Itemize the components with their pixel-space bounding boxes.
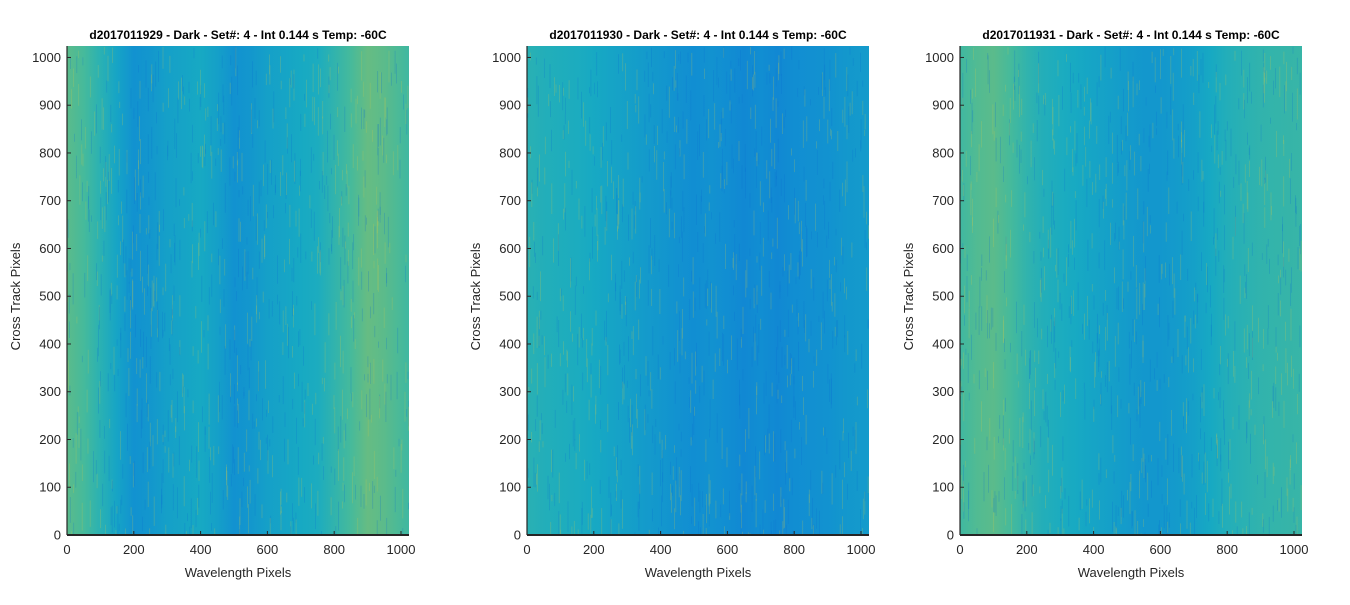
heatmap-noise — [67, 46, 409, 535]
heatmap-noise — [527, 46, 869, 535]
x-tick-label: 400 — [1083, 542, 1105, 557]
y-tick-label: 300 — [39, 384, 61, 399]
x-tick-label: 400 — [190, 542, 212, 557]
chart-title: d2017011929 - Dark - Set#: 4 - Int 0.144… — [89, 28, 387, 42]
y-tick-label: 800 — [39, 146, 61, 161]
x-tick-label: 1000 — [387, 542, 416, 557]
x-tick-label: 1000 — [1280, 542, 1309, 557]
y-axis-label: Cross Track Pixels — [468, 242, 483, 350]
y-tick-label: 1000 — [925, 50, 954, 65]
x-axis-label: Wavelength Pixels — [645, 565, 752, 580]
x-axis-label: Wavelength Pixels — [185, 565, 292, 580]
chart-panel-1: d2017011929 - Dark - Set#: 4 - Int 0.144… — [8, 28, 415, 580]
heatmap-image — [527, 46, 869, 535]
x-tick-label: 800 — [1216, 542, 1238, 557]
y-tick-label: 100 — [499, 480, 521, 495]
y-tick-label: 600 — [932, 241, 954, 256]
x-tick-label: 200 — [583, 542, 605, 557]
y-tick-label: 300 — [932, 384, 954, 399]
y-tick-label: 700 — [932, 193, 954, 208]
y-tick-label: 200 — [932, 432, 954, 447]
heatmap-image — [960, 46, 1302, 535]
y-tick-label: 300 — [499, 384, 521, 399]
y-axis-label: Cross Track Pixels — [8, 242, 23, 350]
x-tick-label: 200 — [123, 542, 145, 557]
x-tick-label: 200 — [1016, 542, 1038, 557]
chart-title: d2017011930 - Dark - Set#: 4 - Int 0.144… — [549, 28, 847, 42]
x-tick-label: 600 — [717, 542, 739, 557]
y-tick-label: 1000 — [492, 50, 521, 65]
heatmap-image — [67, 46, 409, 535]
y-tick-label: 700 — [39, 193, 61, 208]
y-tick-label: 100 — [932, 480, 954, 495]
y-tick-label: 800 — [932, 146, 954, 161]
x-tick-label: 600 — [257, 542, 279, 557]
y-tick-label: 200 — [39, 432, 61, 447]
y-tick-label: 0 — [514, 528, 521, 543]
y-tick-label: 800 — [499, 146, 521, 161]
y-tick-label: 700 — [499, 193, 521, 208]
x-tick-label: 800 — [323, 542, 345, 557]
x-tick-label: 400 — [650, 542, 672, 557]
x-tick-label: 600 — [1150, 542, 1172, 557]
x-tick-label: 0 — [523, 542, 530, 557]
y-tick-label: 900 — [932, 98, 954, 113]
y-tick-label: 500 — [499, 289, 521, 304]
x-tick-label: 1000 — [847, 542, 876, 557]
x-tick-label: 0 — [63, 542, 70, 557]
y-tick-label: 100 — [39, 480, 61, 495]
y-tick-label: 400 — [39, 337, 61, 352]
y-tick-label: 1000 — [32, 50, 61, 65]
y-tick-label: 900 — [499, 98, 521, 113]
chart-panel-2: d2017011930 - Dark - Set#: 4 - Int 0.144… — [468, 28, 875, 580]
y-tick-label: 900 — [39, 98, 61, 113]
y-tick-label: 500 — [39, 289, 61, 304]
x-tick-label: 800 — [783, 542, 805, 557]
chart-title: d2017011931 - Dark - Set#: 4 - Int 0.144… — [982, 28, 1280, 42]
chart-panel-3: d2017011931 - Dark - Set#: 4 - Int 0.144… — [901, 28, 1308, 580]
y-axis-label: Cross Track Pixels — [901, 242, 916, 350]
y-tick-label: 400 — [499, 337, 521, 352]
y-tick-label: 0 — [54, 528, 61, 543]
x-tick-label: 0 — [956, 542, 963, 557]
y-tick-label: 500 — [932, 289, 954, 304]
y-tick-label: 200 — [499, 432, 521, 447]
y-tick-label: 600 — [499, 241, 521, 256]
x-axis-label: Wavelength Pixels — [1078, 565, 1185, 580]
y-tick-label: 400 — [932, 337, 954, 352]
y-tick-label: 600 — [39, 241, 61, 256]
y-tick-label: 0 — [947, 528, 954, 543]
